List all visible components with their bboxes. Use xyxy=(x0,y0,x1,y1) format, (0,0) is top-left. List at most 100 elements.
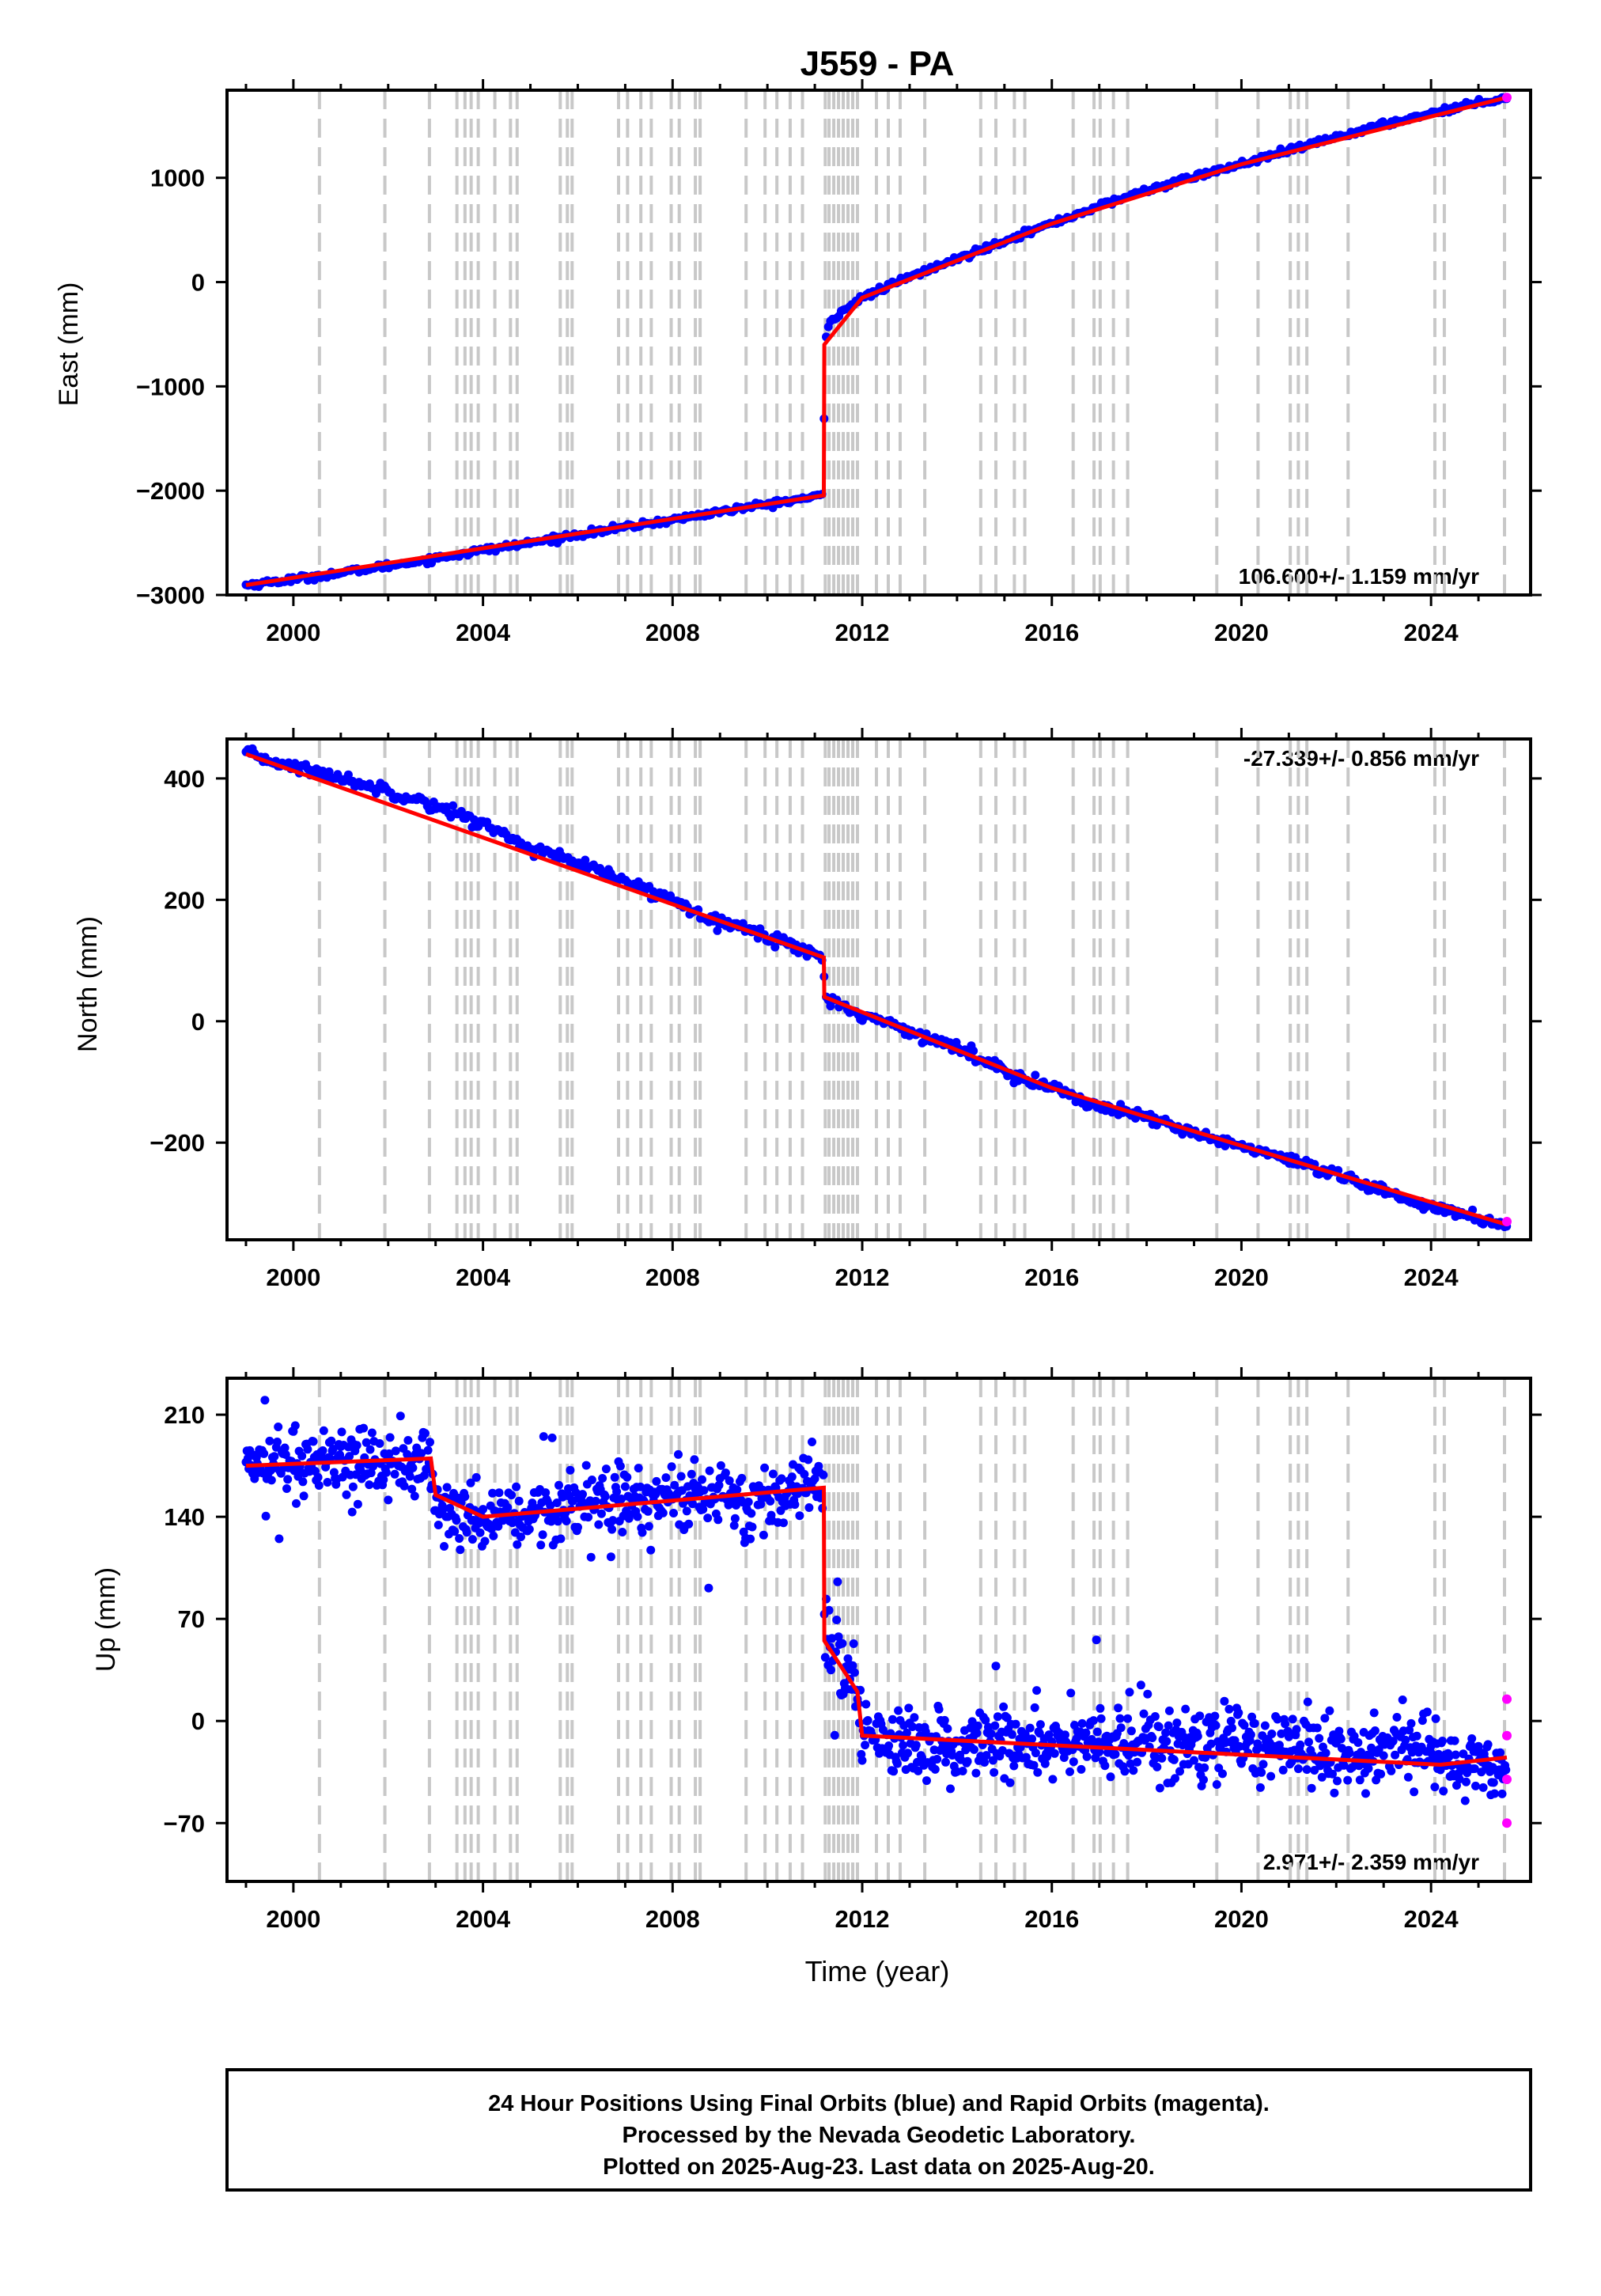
data-point xyxy=(270,1452,279,1461)
data-point xyxy=(1154,1722,1164,1732)
data-point xyxy=(1032,1686,1042,1695)
data-point xyxy=(1048,1775,1058,1784)
data-point xyxy=(488,1488,498,1498)
x-tick-label: 2012 xyxy=(835,619,890,646)
data-point xyxy=(857,1756,867,1765)
x-tick-label: 2004 xyxy=(456,1905,511,1933)
data-point xyxy=(850,1668,859,1677)
data-point xyxy=(1330,1788,1339,1798)
data-point xyxy=(460,1492,470,1502)
data-point xyxy=(1257,1767,1266,1777)
data-point xyxy=(819,1470,828,1480)
data-point xyxy=(494,1521,503,1531)
data-point xyxy=(687,1469,696,1479)
data-point xyxy=(594,1520,604,1529)
data-point xyxy=(1345,1749,1354,1758)
data-point xyxy=(684,1519,694,1529)
data-point xyxy=(1139,1709,1149,1718)
data-point xyxy=(730,1514,740,1523)
data-point xyxy=(1066,1688,1076,1698)
data-point xyxy=(581,1461,591,1470)
data-point xyxy=(972,1729,982,1738)
data-point xyxy=(1338,1744,1346,1753)
rapid-orbit-point xyxy=(1502,1818,1512,1828)
data-point xyxy=(303,1445,312,1454)
data-point xyxy=(260,1396,270,1405)
data-point xyxy=(1230,1736,1240,1745)
data-point xyxy=(273,1438,282,1446)
data-point xyxy=(617,1495,626,1503)
data-point xyxy=(600,1491,610,1501)
data-point xyxy=(292,1498,301,1508)
data-point xyxy=(902,1728,911,1737)
data-point xyxy=(930,1764,940,1774)
data-point xyxy=(274,1423,283,1431)
data-point xyxy=(1195,1711,1205,1721)
x-tick-label: 2004 xyxy=(456,1264,511,1291)
data-point xyxy=(1405,1726,1414,1735)
data-point xyxy=(455,1534,464,1543)
data-point xyxy=(1095,1747,1104,1756)
data-point xyxy=(986,1729,996,1738)
data-point xyxy=(674,1449,683,1459)
data-point xyxy=(1302,1765,1311,1775)
data-point xyxy=(1181,1704,1190,1714)
data-point xyxy=(1304,1737,1313,1747)
data-point xyxy=(1021,1752,1031,1762)
data-point xyxy=(1096,1703,1105,1713)
data-point xyxy=(546,1501,555,1510)
north-panel: -27.339+/- 0.856 mm/yr North (mm) 2000 20… xyxy=(73,728,1542,1291)
data-point xyxy=(1193,1732,1202,1741)
data-point xyxy=(1422,1707,1432,1717)
data-point xyxy=(1325,1706,1334,1715)
data-point xyxy=(988,1756,997,1765)
data-point xyxy=(1312,1723,1322,1733)
data-point xyxy=(1417,1716,1427,1726)
footer-line-1: 24 Hour Positions Using Final Orbits (bl… xyxy=(488,2091,1270,2116)
data-point xyxy=(1266,1771,1276,1781)
data-point xyxy=(538,1530,547,1540)
data-point xyxy=(452,1516,461,1525)
x-tick-label: 2020 xyxy=(1214,1264,1269,1291)
data-point xyxy=(971,1768,981,1778)
data-point xyxy=(450,1527,460,1536)
data-point xyxy=(1315,1733,1324,1743)
east-y-axis-label: East (mm) xyxy=(54,282,84,407)
data-point xyxy=(1364,1764,1373,1773)
model-line xyxy=(245,752,1508,1227)
data-point xyxy=(800,1469,809,1479)
data-point xyxy=(795,1511,804,1521)
footer-line-3: Plotted on 2025-Aug-23. Last data on 202… xyxy=(603,2154,1155,2180)
data-point xyxy=(1334,1726,1344,1736)
y-tick-label: 0 xyxy=(191,1008,205,1036)
x-tick-label: 2004 xyxy=(456,619,511,646)
data-point xyxy=(721,1468,730,1478)
data-point xyxy=(1228,1723,1236,1733)
data-point xyxy=(1255,1783,1265,1792)
data-point xyxy=(1020,1730,1030,1739)
data-point xyxy=(849,1639,858,1648)
data-point xyxy=(1391,1750,1400,1760)
data-point xyxy=(417,1449,426,1458)
data-point xyxy=(973,1721,982,1730)
data-point xyxy=(1226,1716,1236,1726)
data-point xyxy=(980,1758,990,1767)
data-point xyxy=(410,1491,419,1501)
data-point xyxy=(323,1478,332,1487)
data-point xyxy=(1210,1711,1220,1721)
data-point xyxy=(308,1437,318,1446)
data-point xyxy=(1444,1752,1454,1761)
data-point xyxy=(489,1531,498,1540)
data-point xyxy=(1116,1723,1126,1733)
data-point xyxy=(676,1472,686,1481)
data-point xyxy=(479,1505,488,1514)
data-point xyxy=(267,1476,276,1485)
data-point xyxy=(922,1776,931,1786)
data-point xyxy=(1077,1718,1087,1728)
data-point xyxy=(1398,1695,1407,1704)
data-point xyxy=(1150,1712,1160,1721)
data-point xyxy=(606,1552,615,1562)
data-point xyxy=(1199,1775,1208,1784)
data-point xyxy=(704,1583,713,1593)
x-tick-label: 2024 xyxy=(1404,1264,1459,1291)
